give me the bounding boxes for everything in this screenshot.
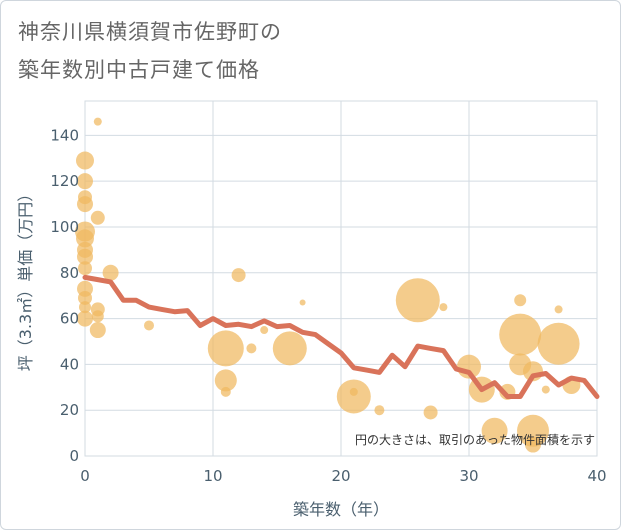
data-bubble <box>336 379 371 414</box>
data-bubble <box>537 322 580 365</box>
average-line <box>82 274 600 399</box>
y-tick-label: 20 <box>60 401 79 419</box>
y-tick-label: 0 <box>69 447 79 465</box>
x-tick-label: 10 <box>203 467 222 485</box>
x-axis-ticks: 0 10 20 30 40 <box>80 467 606 485</box>
data-bubble <box>517 414 549 447</box>
chart-title: 神奈川県横須賀市佐野町の 築年数別中古戸建て価格 <box>18 13 282 89</box>
data-bubble <box>554 305 563 314</box>
data-bubble <box>395 278 440 323</box>
data-bubble <box>78 290 92 305</box>
data-bubble <box>220 386 231 397</box>
data-bubble <box>214 369 237 392</box>
x-tick-label: 0 <box>80 467 90 485</box>
y-axis-label: 坪（3.3㎡）単価（万円） <box>16 186 35 371</box>
x-tick-label: 40 <box>587 467 606 485</box>
data-bubble <box>246 343 257 354</box>
data-bubble <box>90 210 105 225</box>
data-bubble <box>541 385 550 394</box>
data-bubble <box>514 294 527 307</box>
title-line-2: 築年数別中古戸建て価格 <box>18 58 260 82</box>
data-bubble <box>299 299 306 306</box>
data-bubble <box>525 436 541 453</box>
y-tick-label: 40 <box>60 355 79 373</box>
data-bubble <box>260 326 269 335</box>
y-tick-label: 140 <box>50 126 79 144</box>
y-tick-label: 60 <box>60 310 79 328</box>
title-line-1: 神奈川県横須賀市佐野町の <box>18 20 282 44</box>
data-bubble <box>77 310 93 327</box>
data-bubble <box>423 405 438 420</box>
data-bubble <box>499 313 542 356</box>
data-bubble <box>481 417 508 444</box>
data-bubble <box>77 196 93 213</box>
y-axis-ticks: 0 20 40 60 80 100 120 140 <box>50 126 79 465</box>
x-tick-label: 20 <box>331 467 350 485</box>
data-bubble <box>272 331 307 366</box>
y-tick-label: 80 <box>60 264 79 282</box>
x-tick-label: 30 <box>459 467 478 485</box>
data-bubble <box>374 405 385 416</box>
y-tick-label: 100 <box>50 218 79 236</box>
size-annotation: 円の大きさは、取引のあった物件面積を示す <box>355 432 595 447</box>
data-bubble <box>76 151 94 170</box>
data-bubble <box>93 117 102 126</box>
data-bubble <box>91 310 104 323</box>
data-bubble <box>77 248 93 265</box>
bubble-series <box>75 117 581 453</box>
data-bubble <box>349 387 358 396</box>
data-bubble <box>79 301 91 314</box>
x-axis-label: 築年数（年） <box>293 500 389 519</box>
data-bubble <box>144 320 154 331</box>
data-bubble <box>89 322 106 339</box>
data-bubble <box>77 173 93 190</box>
data-bubble <box>207 330 244 367</box>
data-bubble <box>78 261 92 276</box>
data-bubble <box>76 229 94 248</box>
y-tick-label: 120 <box>50 172 79 190</box>
data-bubble <box>102 264 119 281</box>
data-bubble <box>439 303 448 312</box>
data-bubble <box>231 268 246 283</box>
